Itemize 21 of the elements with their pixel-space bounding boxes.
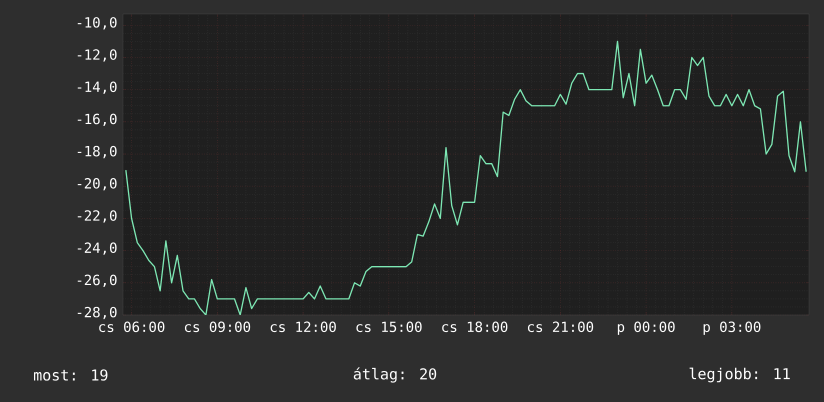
y-tick-label: -18,0: [78, 146, 117, 158]
x-tick-label: cs 06:00: [99, 322, 164, 332]
text: átlag: 20: [354, 367, 436, 383]
y-tick-label: -14,0: [78, 81, 117, 94]
text: legjobb: 11: [690, 368, 790, 382]
x-tick-label: cs 15:00: [356, 322, 422, 332]
x-tick-label: p 00:00: [618, 322, 675, 335]
text: most: 19: [34, 369, 108, 381]
y-tick-label: -12,0: [78, 49, 117, 62]
x-tick-label: cs 09:00: [184, 322, 250, 332]
x-tick-label: cs 21:00: [528, 322, 594, 332]
y-tick-label: -24,0: [78, 242, 117, 255]
y-tick-label: -28,0: [78, 306, 117, 320]
y-tick-label: -26,0: [78, 274, 117, 287]
y-tick-label: -10,0: [78, 17, 117, 30]
x-tick-label: cs 12:00: [270, 322, 336, 332]
y-tick-label: -16,0: [78, 114, 117, 126]
x-tick-label: cs 18:00: [442, 322, 508, 332]
y-tick-label: -22,0: [78, 210, 117, 223]
x-tick-label: p 03:00: [704, 322, 760, 335]
y-tick-label: -20,0: [78, 178, 117, 190]
